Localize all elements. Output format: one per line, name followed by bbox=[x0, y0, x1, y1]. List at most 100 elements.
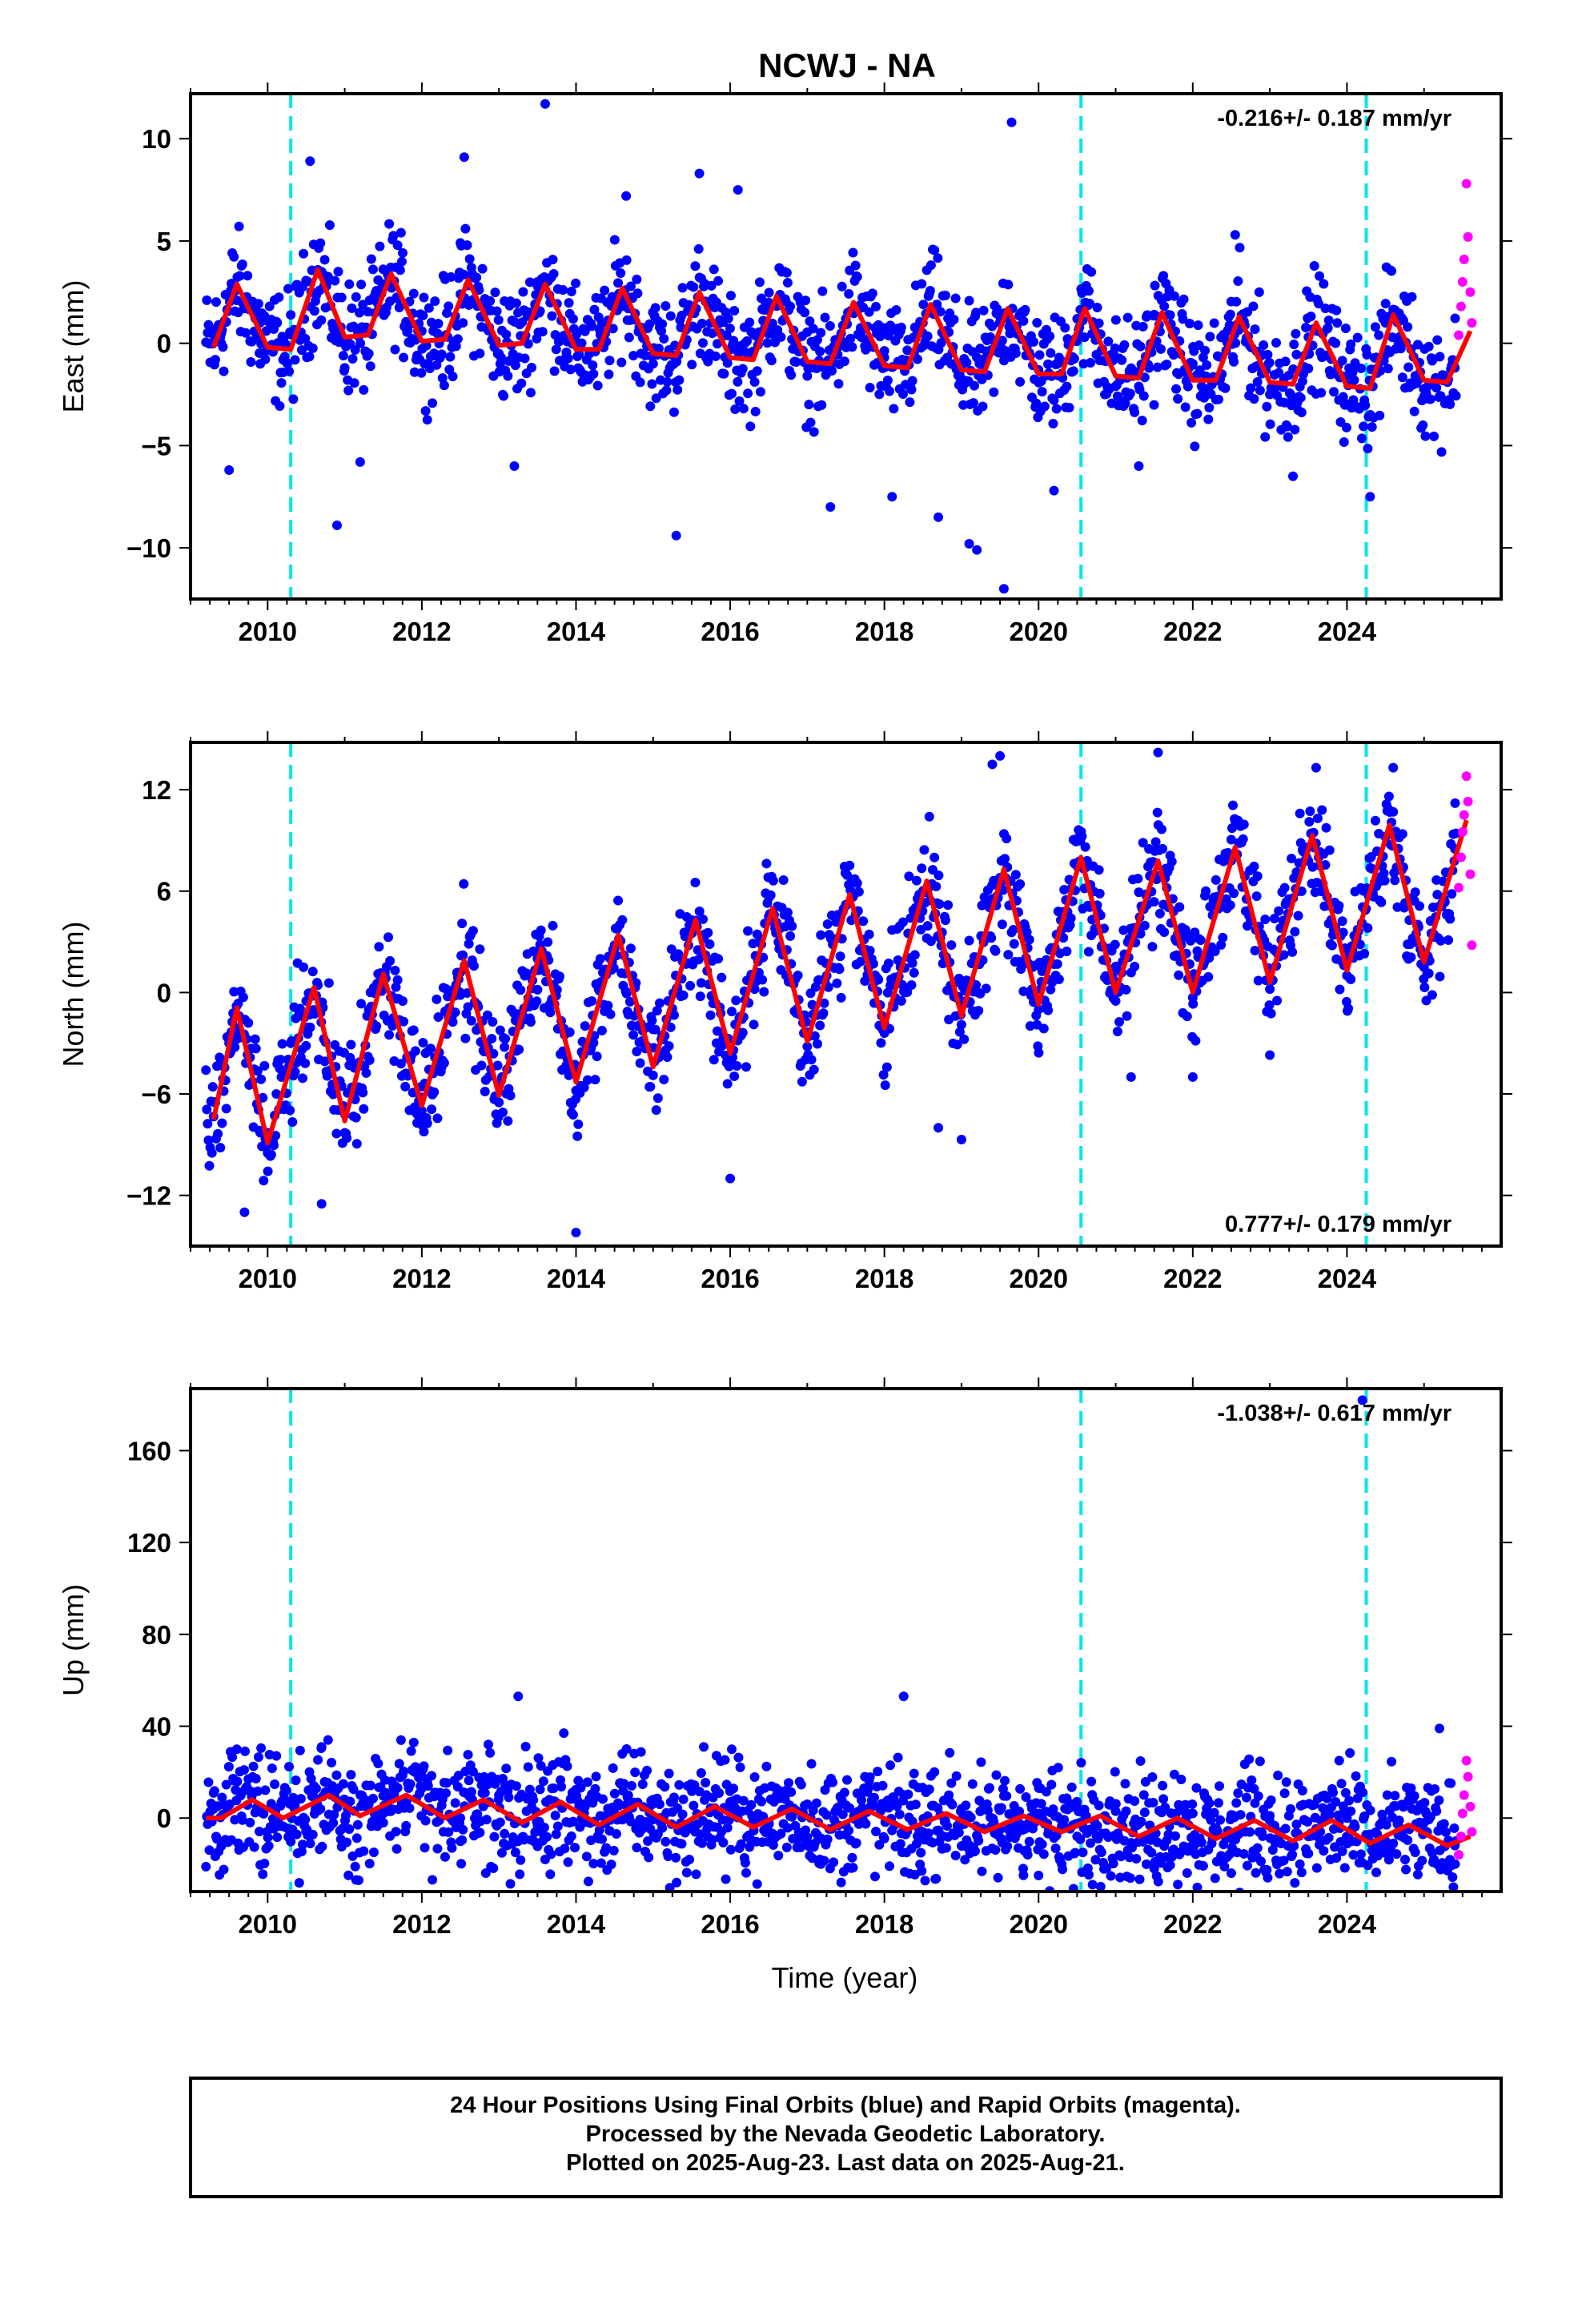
east-daily-point bbox=[1301, 323, 1311, 333]
up-daily-point bbox=[1327, 1787, 1338, 1798]
east-rapid-point-0 bbox=[1454, 330, 1464, 340]
north-daily-point bbox=[909, 967, 919, 978]
east-daily-point bbox=[501, 329, 512, 340]
up-model-line bbox=[206, 1792, 1472, 1848]
east-daily-point bbox=[1409, 406, 1419, 416]
up-daily-point bbox=[1448, 1882, 1459, 1892]
east-daily-point bbox=[674, 375, 685, 385]
north-final-point-15 bbox=[802, 1041, 813, 1051]
east-outlier-point-21 bbox=[1288, 471, 1299, 481]
up-daily-point bbox=[873, 1767, 883, 1777]
north-daily-point bbox=[396, 1059, 406, 1069]
up-final-point-22 bbox=[1034, 1808, 1044, 1819]
east-daily-point bbox=[336, 292, 347, 303]
north-final-point-23 bbox=[1110, 995, 1121, 1006]
north-daily-point bbox=[878, 1070, 889, 1080]
up-rapid-point-2 bbox=[1457, 1808, 1468, 1819]
up-daily-point bbox=[365, 1780, 375, 1791]
north-final-point-25 bbox=[1187, 992, 1198, 1003]
up-final-point-8 bbox=[494, 1790, 504, 1800]
north-daily-point bbox=[1287, 853, 1297, 863]
east-daily-point bbox=[272, 318, 283, 328]
east-daily-point bbox=[930, 245, 940, 255]
east-daily-point bbox=[592, 380, 603, 391]
north-rapid-point-7 bbox=[1467, 940, 1477, 951]
east-daily-point bbox=[687, 360, 697, 370]
north-daily-point bbox=[1238, 834, 1248, 844]
north-x-tick-label: 2018 bbox=[855, 1264, 913, 1293]
east-daily-point bbox=[1178, 294, 1189, 304]
up-daily-point bbox=[1110, 1767, 1120, 1777]
up-daily-point bbox=[570, 1843, 580, 1853]
up-daily-point bbox=[1131, 1853, 1142, 1864]
north-daily-point bbox=[275, 1055, 286, 1065]
up-daily-point bbox=[1198, 1860, 1208, 1871]
north-daily-point bbox=[1383, 791, 1394, 802]
east-daily-point bbox=[1291, 328, 1301, 339]
east-daily-point bbox=[1303, 364, 1314, 374]
north-daily-point bbox=[731, 995, 741, 1006]
north-final-point-1 bbox=[263, 1148, 273, 1158]
footer-line-1: 24 Hour Positions Using Final Orbits (bl… bbox=[450, 2093, 1241, 2118]
north-daily-point bbox=[685, 980, 696, 991]
up-daily-point bbox=[535, 1784, 545, 1795]
up-daily-point bbox=[1212, 1826, 1223, 1836]
up-daily-point bbox=[1282, 1867, 1292, 1877]
east-daily-point bbox=[697, 338, 708, 348]
east-daily-point bbox=[1315, 271, 1325, 281]
east-daily-point bbox=[1155, 344, 1166, 354]
east-daily-point bbox=[1403, 362, 1414, 372]
up-daily-point bbox=[1398, 1802, 1408, 1812]
north-daily-point bbox=[712, 1026, 722, 1036]
north-daily-point bbox=[659, 1075, 669, 1085]
up-daily-point bbox=[227, 1752, 238, 1763]
east-daily-point bbox=[419, 292, 429, 303]
north-daily-point bbox=[432, 1113, 443, 1124]
east-daily-point bbox=[616, 357, 627, 368]
east-outlier-point-15 bbox=[972, 545, 982, 555]
north-daily-point bbox=[1149, 897, 1159, 907]
east-daily-point bbox=[632, 288, 643, 299]
east-rate-label: -0.216+/- 0.187 mm/yr bbox=[1217, 106, 1452, 131]
east-daily-point bbox=[275, 400, 285, 411]
up-daily-point bbox=[689, 1800, 699, 1811]
up-daily-point bbox=[1110, 1799, 1121, 1809]
east-daily-point bbox=[1436, 447, 1447, 457]
up-daily-point bbox=[752, 1879, 762, 1889]
east-daily-point bbox=[1190, 441, 1200, 452]
up-daily-point bbox=[1231, 1798, 1242, 1808]
north-final-point-9 bbox=[571, 1085, 581, 1096]
north-daily-point bbox=[492, 1060, 503, 1071]
east-daily-point bbox=[713, 275, 724, 286]
up-daily-point bbox=[945, 1747, 955, 1758]
up-daily-point bbox=[217, 1792, 227, 1803]
east-daily-point bbox=[1103, 336, 1114, 347]
up-daily-point bbox=[501, 1763, 512, 1774]
up-daily-point bbox=[1363, 1860, 1373, 1871]
east-outlier-point-20 bbox=[1230, 230, 1240, 240]
north-daily-point bbox=[503, 1116, 513, 1126]
east-x-tick-label: 2018 bbox=[855, 617, 913, 646]
up-y-tick-label: 160 bbox=[127, 1436, 171, 1466]
north-daily-point bbox=[525, 1017, 536, 1027]
north-outlier-point-12 bbox=[1311, 762, 1321, 773]
up-daily-point bbox=[306, 1774, 316, 1784]
east-outlier-point-9 bbox=[694, 168, 705, 179]
east-daily-point bbox=[523, 339, 533, 349]
up-daily-point bbox=[661, 1836, 671, 1847]
east-daily-point bbox=[865, 382, 875, 392]
north-daily-point bbox=[1260, 915, 1271, 925]
north-daily-point bbox=[853, 887, 864, 897]
up-daily-point bbox=[1050, 1843, 1061, 1853]
up-daily-point bbox=[1394, 1815, 1404, 1826]
east-daily-point bbox=[1110, 343, 1120, 353]
east-rapid-point-6 bbox=[1465, 287, 1476, 297]
east-daily-point bbox=[925, 286, 935, 296]
up-daily-point bbox=[699, 1742, 709, 1752]
up-daily-point bbox=[428, 1875, 438, 1885]
east-daily-point bbox=[725, 291, 736, 301]
north-daily-point bbox=[705, 1010, 716, 1020]
east-daily-point bbox=[712, 339, 722, 349]
up-outlier-point-1 bbox=[316, 1742, 327, 1752]
up-daily-point bbox=[1192, 1882, 1203, 1892]
